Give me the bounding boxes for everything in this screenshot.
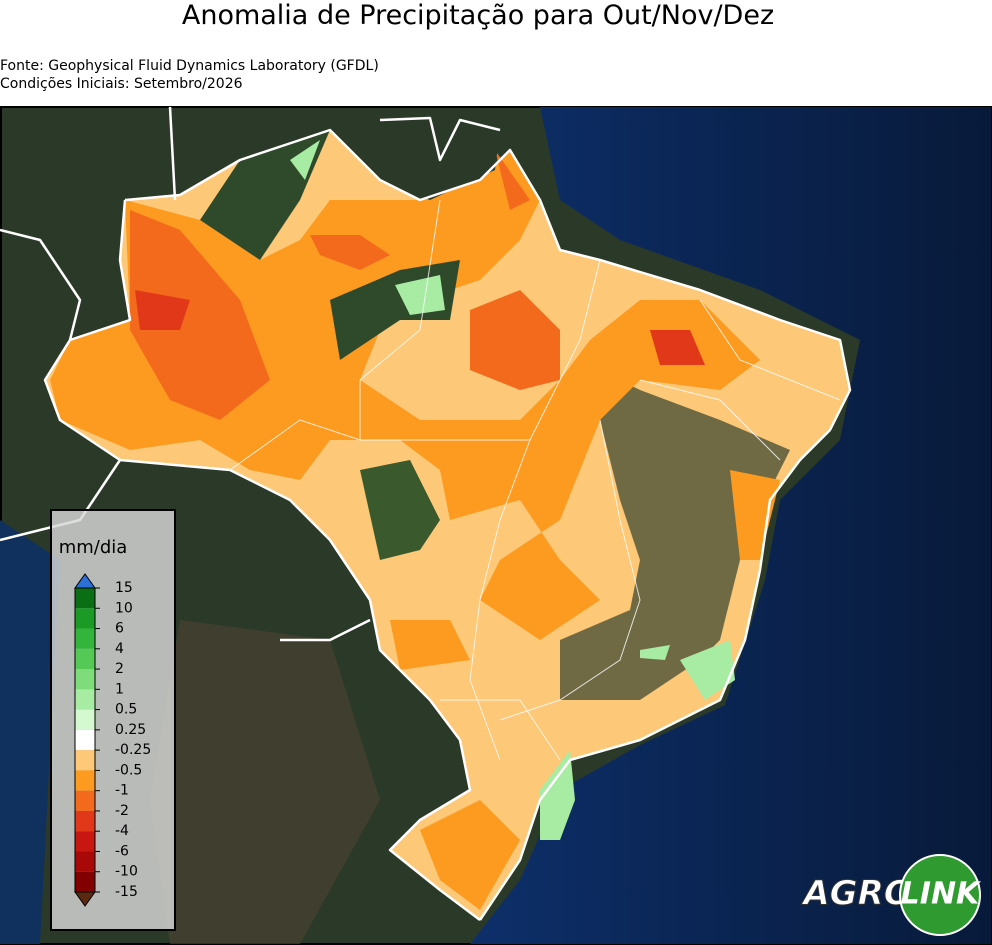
anomaly-field xyxy=(45,115,850,920)
colorbar-segment xyxy=(75,851,95,872)
colorbar-segment xyxy=(75,770,95,791)
source: Fonte: Geophysical Fluid Dynamics Labora… xyxy=(0,58,379,74)
tick-label: -0.5 xyxy=(115,762,142,778)
colorbar-segment xyxy=(75,669,95,690)
colorbar-segment xyxy=(75,628,95,649)
tick-label: 2 xyxy=(115,661,124,677)
tick-label: -6 xyxy=(115,843,129,859)
tick-label: 0.25 xyxy=(115,722,146,738)
tick-label: 0.5 xyxy=(115,702,137,718)
tick-label: 4 xyxy=(115,641,124,657)
colorbar-segment xyxy=(75,810,95,832)
tick-label: 1 xyxy=(115,681,124,697)
logo-text: LINK xyxy=(901,877,982,912)
colorbar-segment xyxy=(75,608,95,629)
tick-label: -2 xyxy=(115,803,129,819)
tick-label: -0.25 xyxy=(115,742,151,758)
colorbar-segment xyxy=(75,750,95,771)
colorbar-segment xyxy=(75,709,95,730)
colorbar-segment xyxy=(75,689,95,710)
borders xyxy=(0,106,852,921)
state-borders xyxy=(229,199,841,761)
colorbar-segment xyxy=(75,588,95,609)
colorbar-segment xyxy=(75,648,95,670)
tick-label: -15 xyxy=(115,884,138,900)
tick-label: 6 xyxy=(115,621,124,637)
colorbar-segment xyxy=(75,790,95,811)
tick-label: -1 xyxy=(115,783,129,799)
colorbar-outline xyxy=(74,587,96,893)
colorbar-segment xyxy=(75,871,95,892)
tick-label: -10 xyxy=(115,864,138,880)
colorbar-segment xyxy=(75,729,95,751)
tick-label: 10 xyxy=(115,600,133,616)
logo-text: AGRO xyxy=(800,874,912,914)
colorbar-segment xyxy=(75,831,95,852)
tick-label: -4 xyxy=(115,823,129,839)
logo: AGRO LINK xyxy=(800,854,982,936)
tick-label: 15 xyxy=(115,580,133,596)
initial-conditions: Condições Iniciais: Setembro/2026 xyxy=(0,76,243,92)
colorbar: 15 10 6 4 2 1 0.5 0.25 -0.25 -0.5 -1 -2 -4 -6 -10 -15 xyxy=(74,573,151,907)
legend-title: mm/dia xyxy=(59,537,128,558)
title: Anomalia de Precipitação para Out/Nov/De… xyxy=(181,0,775,31)
legend: mm/dia 15 10 6 4 2 1 0.5 0.25 -0.25 -0.5 -1 -2 -4 -6 -… xyxy=(50,509,176,931)
